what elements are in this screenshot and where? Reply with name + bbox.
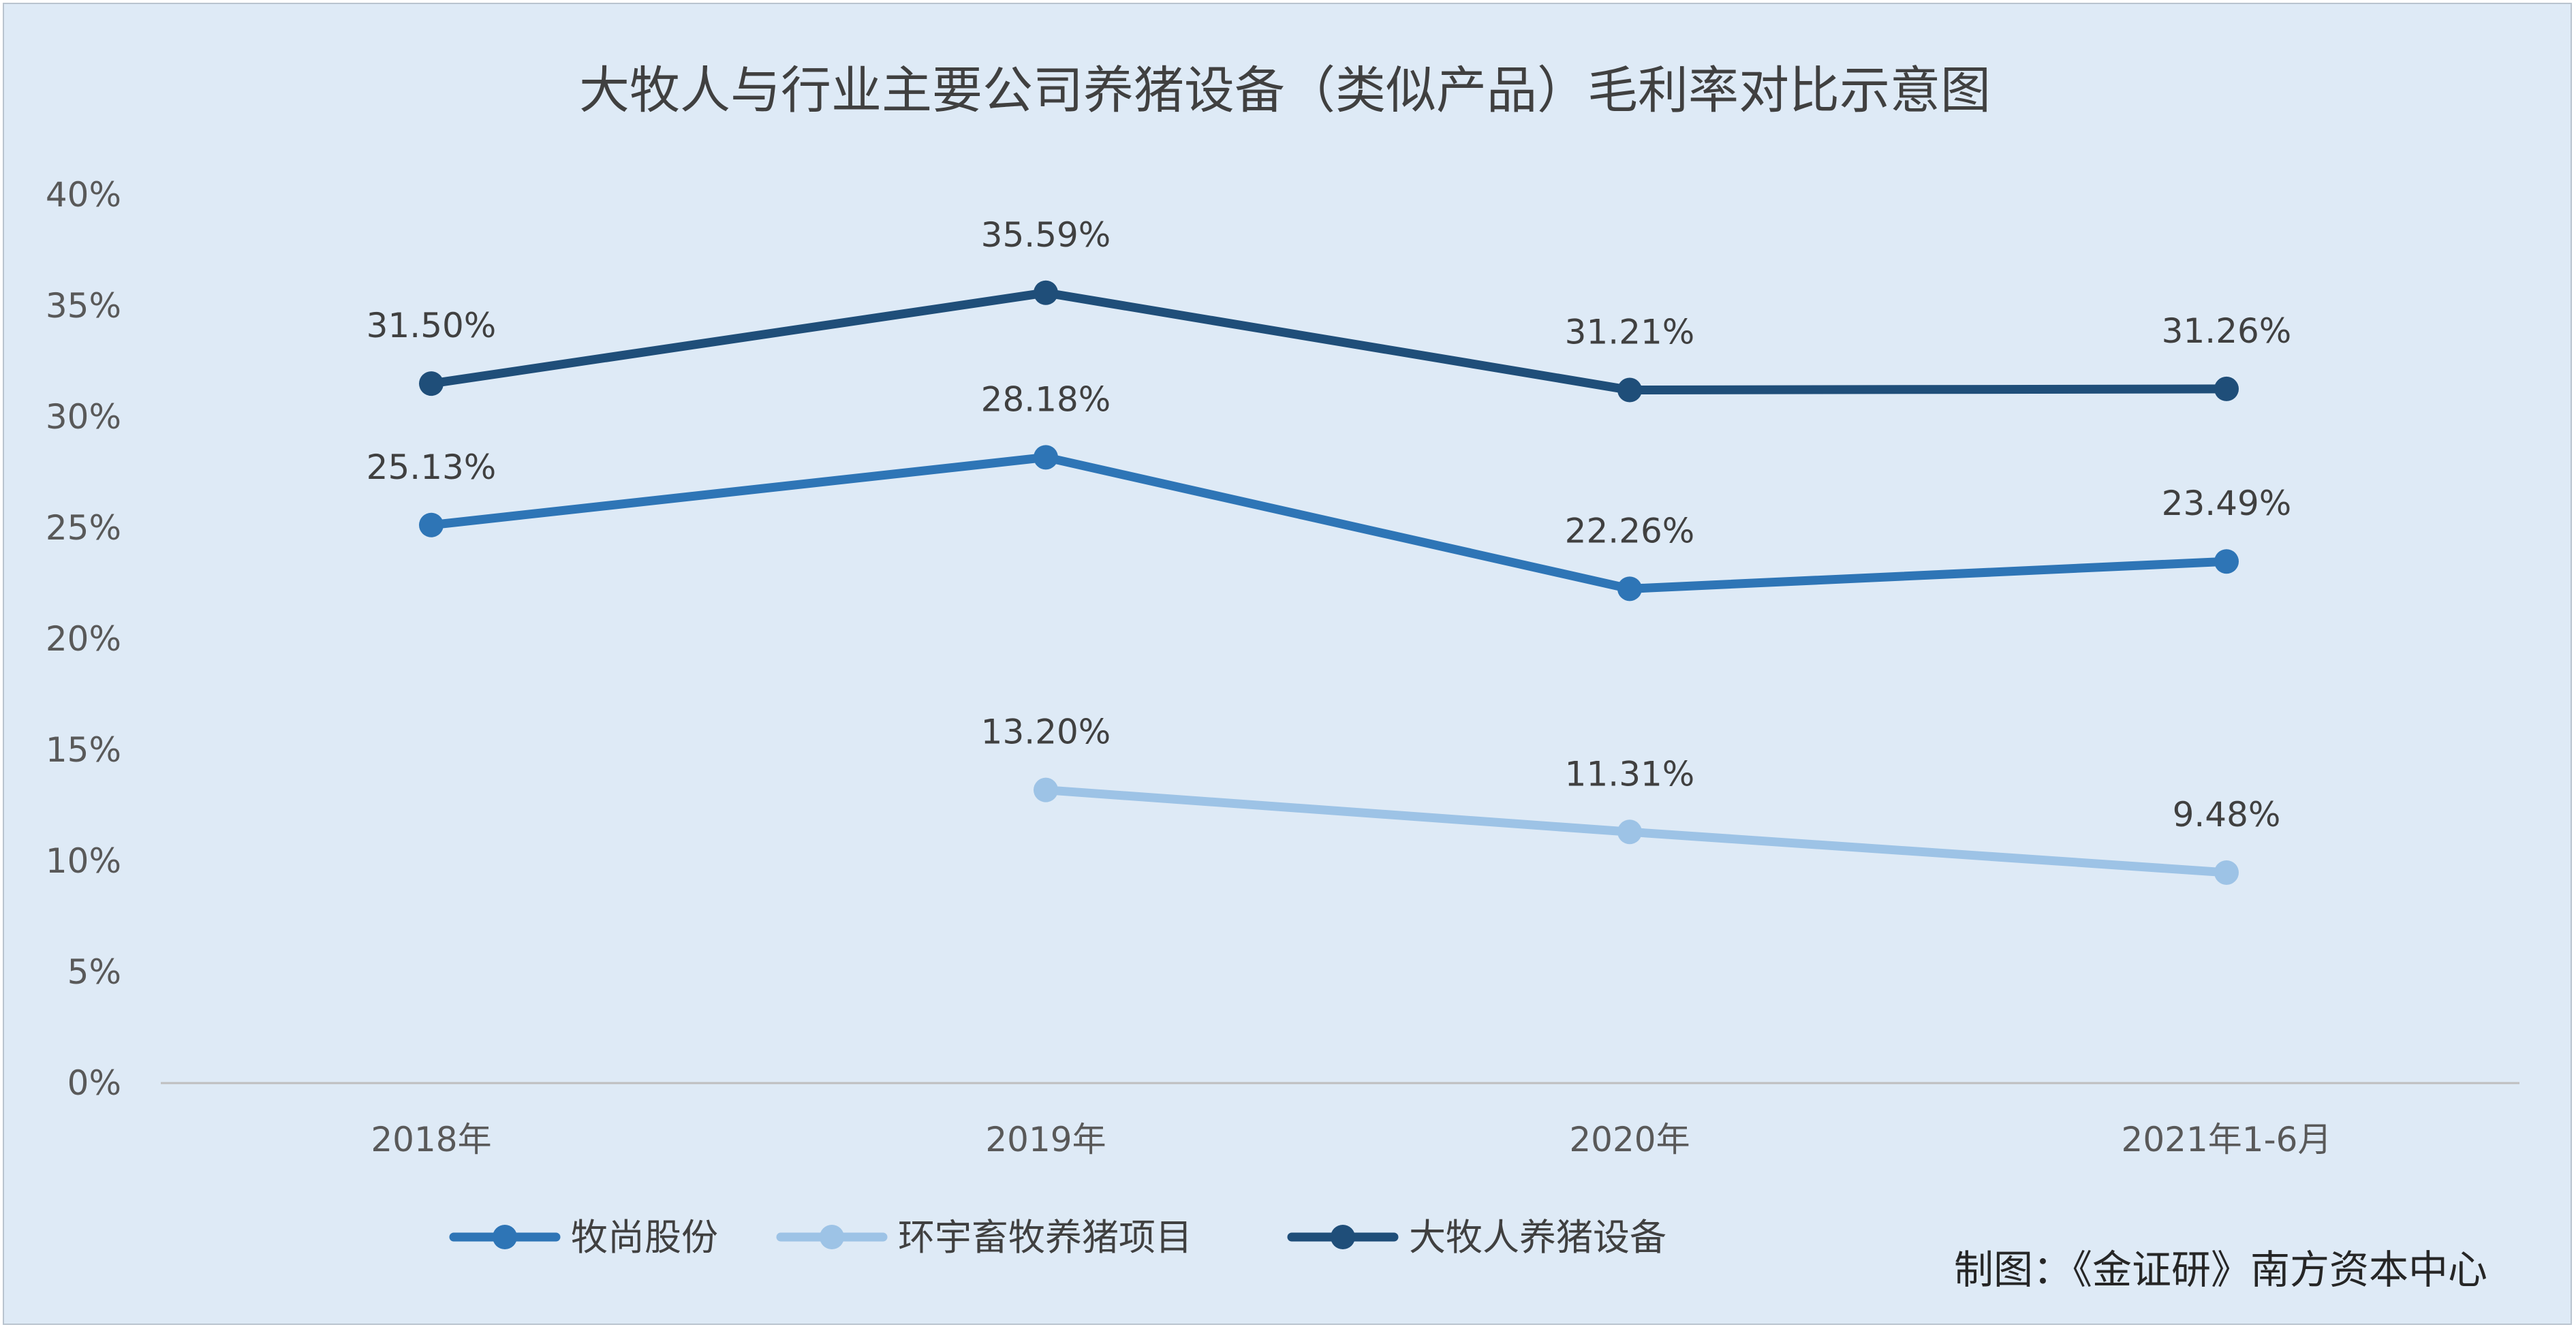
y-tick-label: 20%	[46, 619, 121, 659]
data-label: 35.59%	[981, 215, 1111, 255]
legend-marker	[820, 1225, 844, 1249]
y-tick-label: 25%	[46, 508, 121, 548]
legend-item: 环宇畜牧养猪项目	[776, 1216, 1192, 1259]
series-layer: 25.13% 28.18% 22.26% 23.49% 13.20% 11.31% 9.48…	[367, 215, 2292, 885]
data-point	[1034, 777, 1058, 802]
line-chart: 大牧人与行业主要公司养猪设备（类似产品）毛利率对比示意图 0% 5% 10% 15% 2…	[46, 61, 2519, 1293]
y-tick-label: 5%	[67, 952, 121, 992]
series-1: 13.20% 11.31% 9.48%	[981, 713, 2281, 885]
series-line	[426, 288, 2231, 395]
data-label: 25.13%	[367, 448, 497, 487]
legend-item: 牧尚股份	[449, 1216, 718, 1259]
data-point	[1617, 819, 1642, 845]
x-tick-label: 2020年	[1569, 1120, 1690, 1159]
data-label: 22.26%	[1565, 511, 1695, 550]
legend-label: 大牧人养猪设备	[1409, 1216, 1666, 1259]
legend-marker	[493, 1225, 517, 1249]
data-point	[419, 371, 444, 396]
x-tick-label: 2018年	[371, 1120, 491, 1159]
data-point	[2214, 376, 2239, 401]
series-2: 31.50% 35.59% 31.21% 31.26%	[367, 215, 2292, 403]
legend-label: 牧尚股份	[571, 1216, 718, 1259]
y-tick-label: 10%	[46, 841, 121, 881]
data-point	[1034, 280, 1058, 305]
data-label: 31.21%	[1565, 313, 1695, 352]
chart-credit: 制图：《金证研》南方资本中心	[1954, 1247, 2487, 1293]
series-line	[426, 452, 2231, 593]
y-tick-label: 30%	[46, 397, 121, 437]
data-point	[2214, 860, 2239, 885]
data-label: 9.48%	[2173, 795, 2281, 834]
chart-title: 大牧人与行业主要公司养猪设备（类似产品）毛利率对比示意图	[579, 61, 1991, 120]
y-tick-label: 35%	[46, 286, 121, 326]
data-label: 11.31%	[1565, 754, 1695, 794]
data-point	[2214, 549, 2239, 574]
series-0: 25.13% 28.18% 22.26% 23.49%	[367, 379, 2292, 601]
x-tick-label: 2019年	[985, 1120, 1106, 1159]
x-axis-ticks: 2018年 2019年 2020年 2021年1-6月	[371, 1120, 2331, 1159]
data-point	[1617, 576, 1642, 601]
data-point	[1034, 445, 1058, 470]
y-tick-label: 40%	[46, 175, 121, 215]
chart-frame: 大牧人与行业主要公司养猪设备（类似产品）毛利率对比示意图 0% 5% 10% 15% 2…	[3, 3, 2572, 1325]
data-label: 31.50%	[367, 306, 497, 345]
x-tick-label: 2021年1-6月	[2122, 1120, 2332, 1159]
y-axis-ticks: 0% 5% 10% 15% 20% 25% 30% 35% 40%	[46, 175, 121, 1103]
data-label: 31.26%	[2162, 311, 2292, 351]
y-tick-label: 0%	[67, 1063, 121, 1103]
legend: 牧尚股份 环宇畜牧养猪项目 大牧人养猪设备	[449, 1216, 1666, 1259]
legend-item: 大牧人养猪设备	[1287, 1216, 1666, 1259]
data-point	[1617, 377, 1642, 403]
legend-label: 环宇畜牧养猪项目	[898, 1216, 1192, 1259]
y-tick-label: 15%	[46, 730, 121, 770]
data-point	[419, 512, 444, 537]
legend-marker	[1331, 1225, 1355, 1249]
data-label: 28.18%	[981, 379, 1111, 419]
data-label: 13.20%	[981, 713, 1111, 752]
data-label: 23.49%	[2162, 484, 2292, 523]
